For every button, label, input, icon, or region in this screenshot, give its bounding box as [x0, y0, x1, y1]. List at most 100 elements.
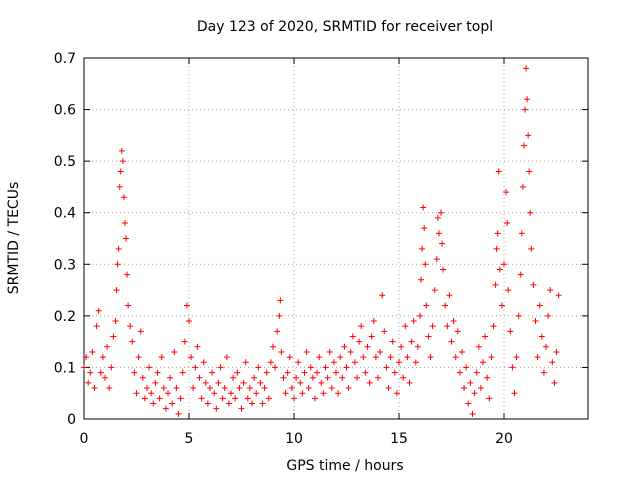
- data-point: [213, 405, 220, 412]
- data-point: [301, 369, 308, 376]
- data-point: [91, 385, 98, 392]
- data-point: [452, 354, 459, 361]
- data-point: [519, 183, 526, 190]
- data-point: [551, 379, 558, 386]
- data-point: [120, 194, 127, 201]
- data-point: [89, 348, 96, 355]
- data-point: [117, 168, 124, 175]
- data-point: [442, 302, 449, 309]
- data-point: [246, 385, 253, 392]
- data-point: [484, 374, 491, 381]
- data-point: [83, 354, 90, 361]
- data-point: [408, 338, 415, 345]
- y-tick-label: 0.3: [54, 257, 76, 273]
- data-point: [299, 390, 306, 397]
- data-point: [141, 395, 148, 402]
- data-point: [303, 348, 310, 355]
- data-point: [396, 359, 402, 366]
- chart-title: Day 123 of 2020, SRMTID for receiver top…: [197, 19, 493, 35]
- data-point: [228, 390, 234, 397]
- data-point: [284, 369, 291, 376]
- data-point: [417, 312, 423, 319]
- data-point: [402, 323, 409, 330]
- data-point: [488, 354, 495, 361]
- data-point: [379, 292, 386, 299]
- data-point: [165, 390, 171, 397]
- data-point: [377, 348, 384, 355]
- data-point: [406, 379, 413, 386]
- data-point: [133, 390, 140, 397]
- data-point: [270, 343, 276, 350]
- data-point: [238, 405, 245, 412]
- data-point: [387, 354, 394, 361]
- data-point: [427, 354, 434, 361]
- data-point: [114, 261, 121, 268]
- x-tick-label: 15: [390, 431, 408, 447]
- data-point: [240, 379, 247, 386]
- data-point: [192, 364, 199, 371]
- data-point: [198, 395, 205, 402]
- data-point: [202, 379, 209, 386]
- data-point: [538, 333, 545, 340]
- data-point: [188, 354, 195, 361]
- plot-frame: [83, 57, 589, 420]
- data-point: [280, 374, 287, 381]
- data-point: [186, 318, 192, 325]
- x-axis-label: GPS time / hours: [286, 458, 403, 474]
- data-point: [526, 168, 533, 175]
- data-point: [555, 292, 562, 299]
- data-point: [475, 343, 482, 350]
- data-point: [162, 405, 169, 412]
- data-point: [211, 390, 218, 397]
- data-point: [200, 359, 207, 366]
- data-point: [118, 147, 125, 154]
- data-point: [517, 271, 524, 278]
- data-point: [360, 354, 367, 361]
- data-point: [135, 354, 142, 361]
- data-point: [423, 302, 430, 309]
- data-point: [194, 343, 201, 350]
- data-point: [469, 410, 476, 417]
- y-axis-label: SRMTID / TECUs: [6, 182, 22, 295]
- data-point: [293, 374, 300, 381]
- data-point: [183, 302, 190, 309]
- data-point: [381, 328, 388, 335]
- grid: [84, 58, 588, 419]
- data-point: [354, 374, 360, 381]
- data-point: [102, 374, 108, 381]
- data-point: [400, 374, 407, 381]
- data-point: [322, 364, 329, 371]
- data-point: [87, 369, 94, 376]
- data-point: [93, 323, 100, 330]
- data-point: [495, 168, 502, 175]
- data-point: [286, 354, 293, 361]
- data-point: [196, 374, 203, 381]
- data-point: [463, 364, 470, 371]
- data-point: [259, 400, 266, 407]
- data-point: [190, 385, 197, 392]
- data-point: [113, 287, 120, 294]
- data-point: [251, 374, 258, 381]
- data-point: [179, 369, 186, 376]
- axis-ticks: 0 5 10 15 20 0 0.1 0.2 0.3 0.4 0.5 0.6 0.7: [54, 51, 588, 447]
- data-point: [223, 354, 230, 361]
- data-point: [104, 343, 111, 350]
- data-point: [349, 333, 356, 340]
- data-point: [99, 354, 106, 361]
- data-point: [524, 96, 531, 103]
- data-point: [523, 65, 530, 72]
- data-point: [345, 385, 352, 392]
- data-point: [513, 354, 520, 361]
- data-point: [244, 395, 251, 402]
- data-point: [520, 142, 527, 149]
- data-point: [465, 400, 472, 407]
- data-point: [305, 385, 312, 392]
- data-point: [137, 328, 144, 335]
- data-point: [160, 385, 167, 392]
- data-point: [410, 318, 417, 325]
- data-point: [181, 338, 188, 345]
- data-point: [171, 348, 178, 355]
- data-point: [467, 379, 474, 386]
- data-point: [316, 354, 323, 361]
